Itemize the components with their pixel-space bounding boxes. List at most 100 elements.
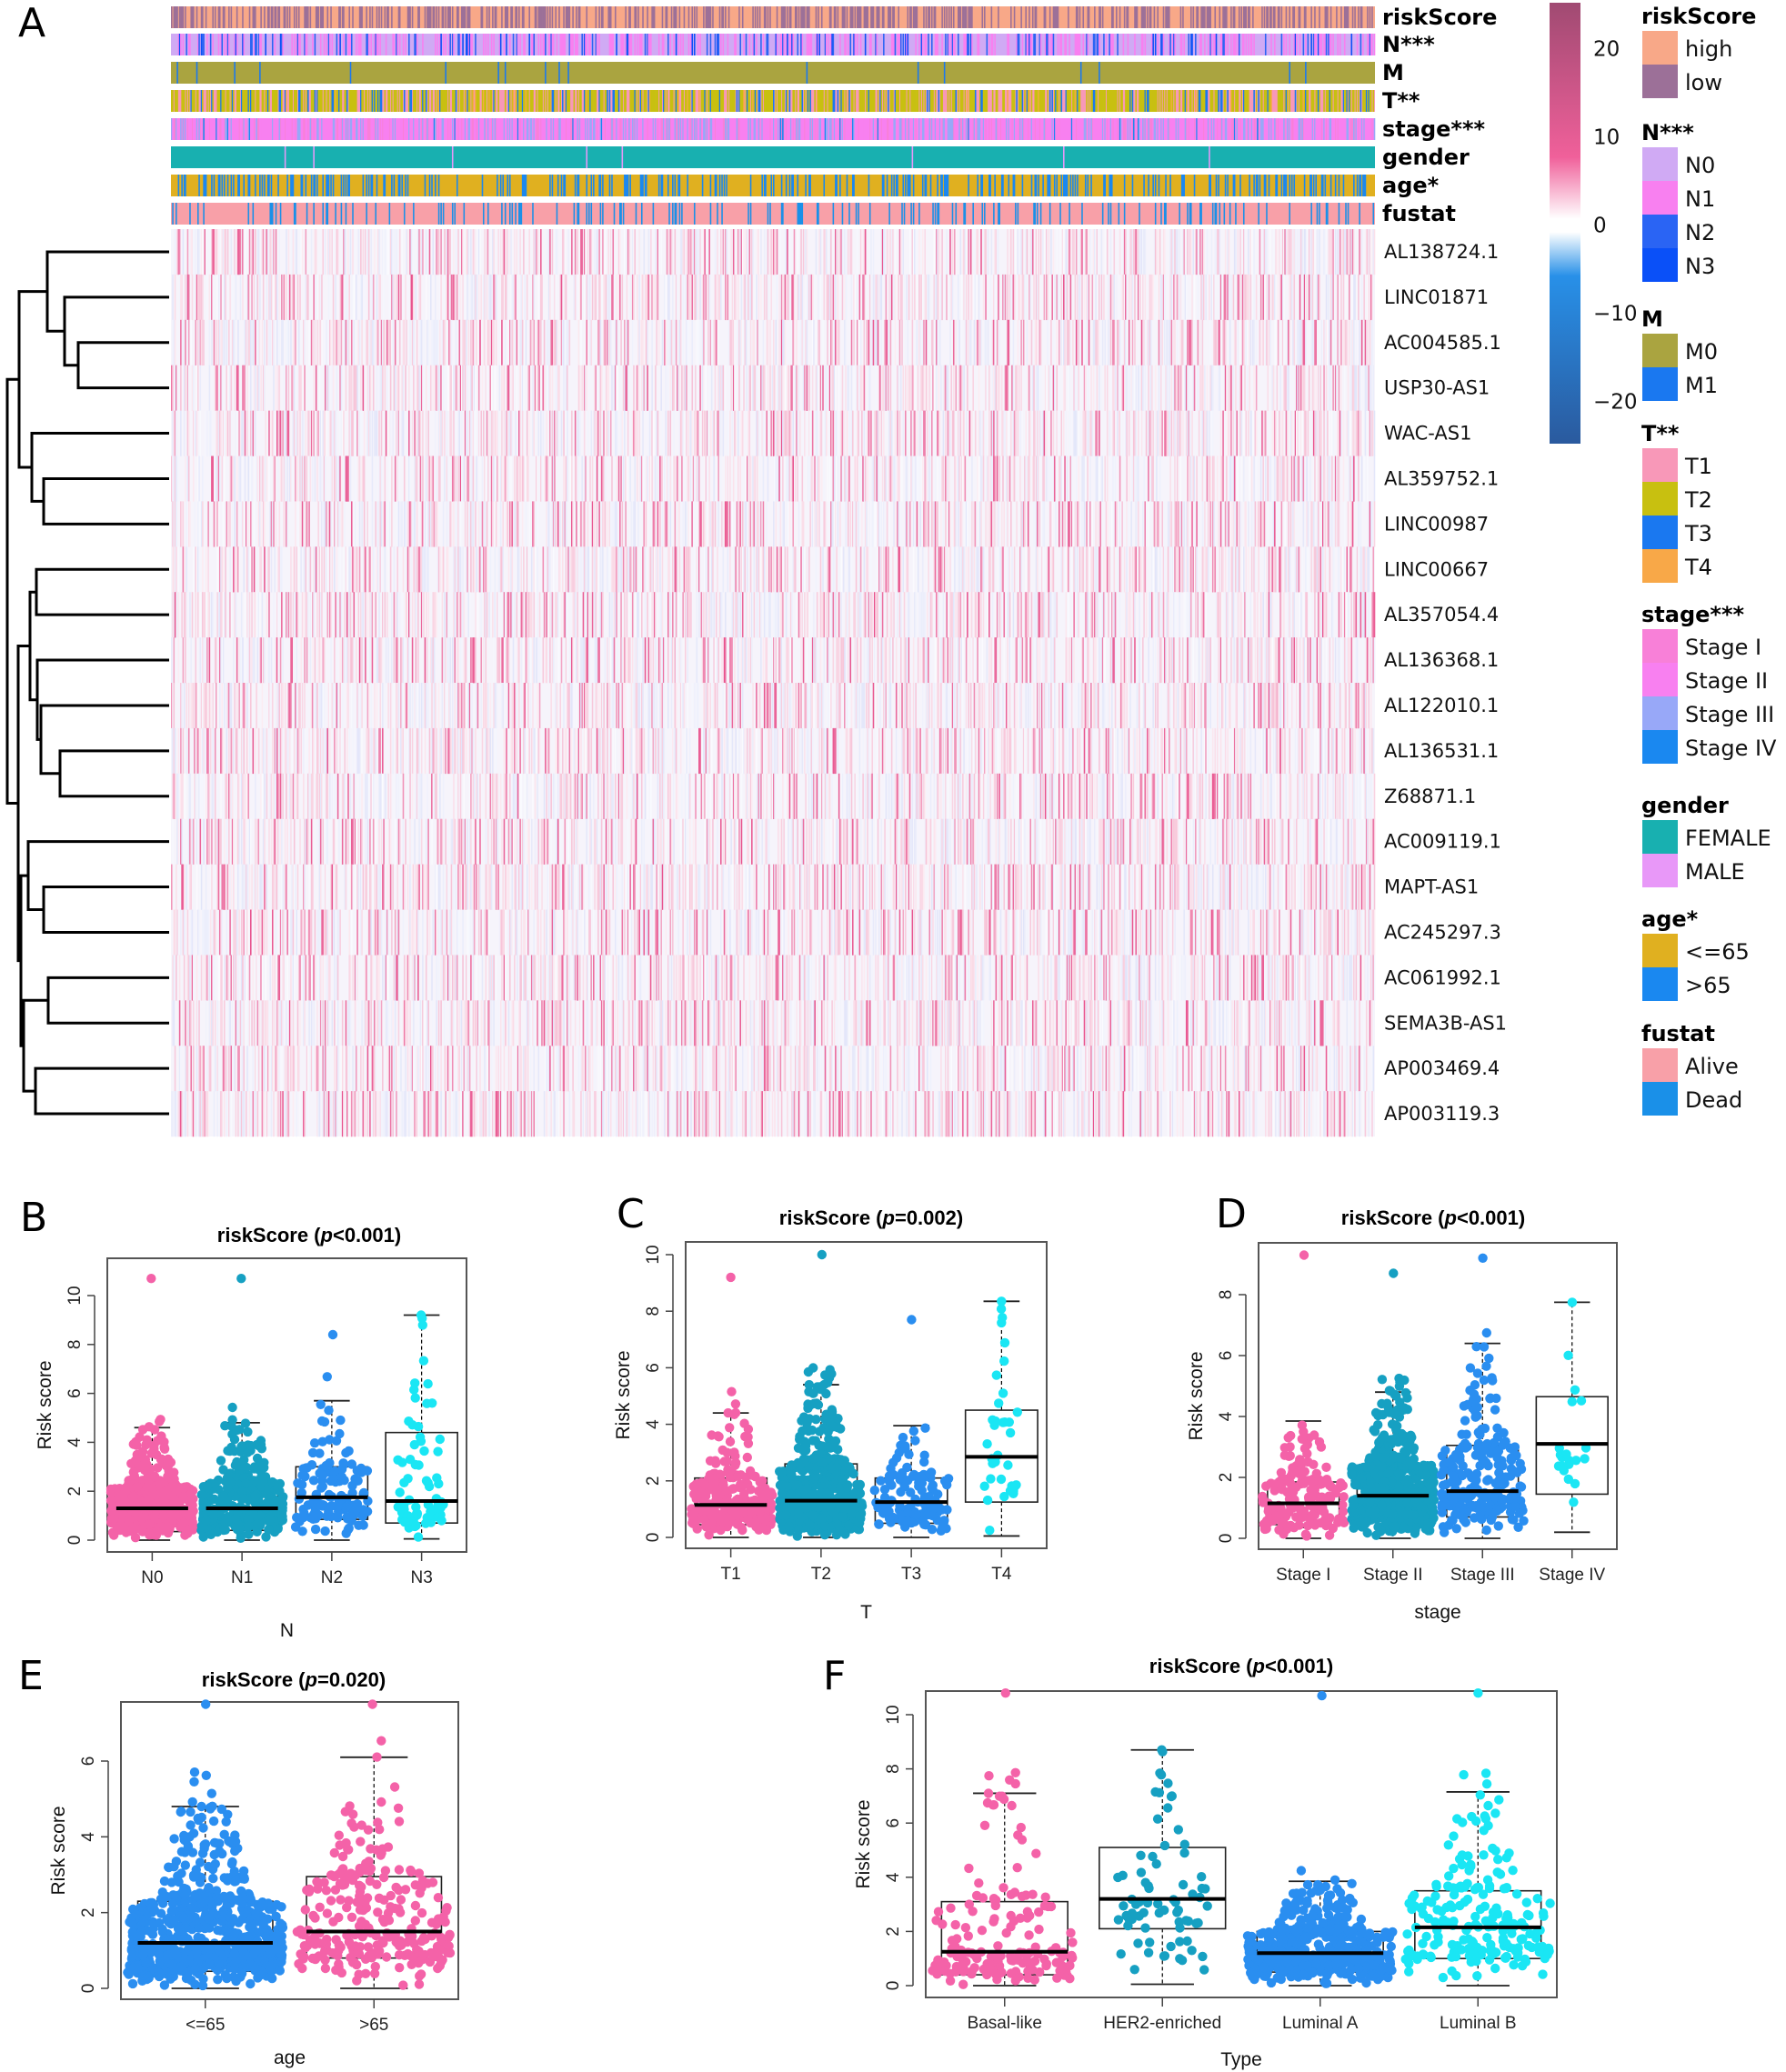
- track-cell: [1075, 6, 1078, 28]
- track-cell: [507, 6, 509, 28]
- track-cell: [265, 90, 266, 112]
- track-cell: [1002, 175, 1004, 196]
- annotation-tracks: [171, 6, 1376, 225]
- track-cell: [607, 90, 608, 112]
- track-cell: [837, 118, 839, 140]
- track-cell: [1179, 34, 1182, 55]
- track-cell: [1148, 118, 1149, 140]
- track-cell: [818, 90, 820, 112]
- track-cell: [537, 34, 540, 55]
- track-cell: [312, 90, 314, 112]
- track-cell: [807, 34, 809, 55]
- track-cell: [1110, 118, 1113, 140]
- heatmap-cell: [691, 319, 694, 365]
- track-cell: [277, 6, 279, 28]
- track-cell: [442, 90, 445, 112]
- track-cell: [958, 34, 959, 55]
- track-cell: [693, 6, 696, 28]
- track-cell: [545, 34, 547, 55]
- track-cell: [1276, 118, 1279, 140]
- heatmap-cell: [1072, 319, 1074, 365]
- track-cell: [771, 90, 774, 112]
- track-cell: [1144, 6, 1147, 28]
- track-cell: [1297, 90, 1299, 112]
- heatmap-cell: [1214, 274, 1217, 321]
- track-cell: [925, 6, 928, 28]
- heatmap-cell: [1171, 229, 1174, 275]
- track-cell: [924, 34, 927, 55]
- track-cell: [917, 62, 919, 84]
- track-cell: [418, 6, 420, 28]
- track-cell: [297, 6, 300, 28]
- heatmap-cell: [467, 229, 470, 275]
- track-cell: [958, 90, 959, 112]
- track-cell: [1242, 203, 1245, 225]
- track-cell: [833, 6, 836, 28]
- track-cell: [967, 34, 968, 55]
- track-cell: [577, 118, 578, 140]
- track-cell: [300, 90, 303, 112]
- track-cell: [331, 34, 334, 55]
- track-cell: [1360, 90, 1362, 112]
- heatmap-cell: [720, 229, 722, 275]
- track-cell: [1264, 34, 1267, 55]
- track-cell: [1224, 90, 1227, 112]
- heatmap-cell: [1033, 274, 1035, 321]
- heatmap-cell: [1372, 274, 1375, 321]
- heatmap-cell: [300, 365, 303, 411]
- track-cell: [1183, 175, 1185, 196]
- track-cell: [1289, 118, 1292, 140]
- track-cell: [646, 118, 647, 140]
- heatmap-cell: [490, 365, 493, 411]
- heatmap-cell: [1249, 274, 1252, 321]
- track-label-m: M: [1382, 60, 1404, 85]
- heatmap-cell: [683, 229, 686, 275]
- track-cell: [218, 6, 221, 28]
- track-cell: [380, 90, 383, 112]
- track-cell: [1042, 175, 1044, 196]
- heatmap-cell: [775, 319, 778, 365]
- heatmap-cell: [1100, 274, 1103, 321]
- track-cell: [621, 90, 624, 112]
- heatmap-cell: [462, 229, 464, 275]
- heatmap-cell: [841, 274, 844, 321]
- heatmap-cell: [1207, 229, 1209, 275]
- track-cell: [550, 90, 552, 112]
- track-cell: [1218, 175, 1219, 196]
- track-cell: [598, 90, 600, 112]
- track-cell: [482, 203, 485, 225]
- track-cell: [1013, 90, 1016, 112]
- heatmap-cell: [462, 274, 464, 321]
- track-cell: [1240, 6, 1243, 28]
- heatmap-cell: [321, 274, 323, 321]
- track-cell: [929, 175, 932, 196]
- track-cell: [1165, 175, 1167, 196]
- track-cell: [532, 90, 534, 112]
- track-cell: [380, 118, 383, 140]
- track-cell: [893, 175, 895, 196]
- heatmap-cell: [1004, 274, 1007, 321]
- track-cell: [182, 34, 185, 55]
- heatmap-cell: [691, 274, 694, 321]
- heatmap-cell: [1372, 319, 1375, 365]
- heatmap-cell: [699, 365, 701, 411]
- heatmap-cell: [1142, 274, 1144, 321]
- track-cell: [672, 203, 674, 225]
- track-cell: [376, 34, 379, 55]
- track-cell: [1017, 203, 1019, 225]
- track-cell: [858, 6, 859, 28]
- heatmap-cell: [837, 274, 839, 321]
- track-cell: [436, 6, 437, 28]
- track-cell: [191, 6, 194, 28]
- track-cell: [371, 90, 374, 112]
- track-cell: [934, 34, 937, 55]
- track-cell: [449, 6, 451, 28]
- track-cell: [892, 34, 894, 55]
- track-cell: [350, 90, 353, 112]
- track-cell: [208, 90, 211, 112]
- track-cell: [284, 146, 286, 168]
- track-cell: [567, 90, 568, 112]
- track-cell: [642, 6, 644, 28]
- heatmap-cell: [933, 319, 936, 365]
- track-cell: [612, 34, 615, 55]
